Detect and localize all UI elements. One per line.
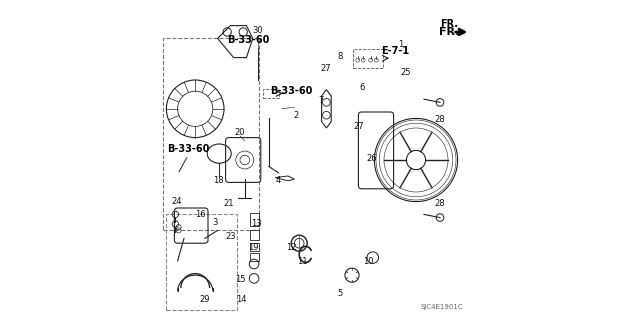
Text: SJC4E1901C: SJC4E1901C <box>420 304 463 310</box>
Text: 8: 8 <box>337 52 342 60</box>
Text: 12: 12 <box>287 244 297 252</box>
Text: 11: 11 <box>297 257 308 266</box>
Text: 1: 1 <box>398 40 403 49</box>
Text: 27: 27 <box>354 122 364 131</box>
Text: 14: 14 <box>236 295 247 304</box>
Text: B-33-60: B-33-60 <box>270 86 312 96</box>
Text: 21: 21 <box>223 199 234 208</box>
Text: 18: 18 <box>213 176 224 185</box>
Text: FR.: FR. <box>440 19 459 29</box>
Text: 13: 13 <box>252 219 262 228</box>
Text: 15: 15 <box>235 276 245 284</box>
Text: 10: 10 <box>364 257 374 266</box>
Text: FR.: FR. <box>439 27 460 37</box>
Text: 3: 3 <box>212 218 218 227</box>
Text: 6: 6 <box>360 83 365 92</box>
Text: 25: 25 <box>401 68 411 76</box>
Text: E-7-1: E-7-1 <box>381 46 409 56</box>
Text: 7: 7 <box>318 96 324 105</box>
Text: 5: 5 <box>337 289 342 298</box>
Text: 28: 28 <box>434 115 445 124</box>
Text: 29: 29 <box>199 295 209 304</box>
Text: 28: 28 <box>434 199 445 208</box>
Text: 20: 20 <box>234 128 244 137</box>
Text: 2: 2 <box>293 111 299 120</box>
Text: 4: 4 <box>276 176 281 185</box>
Text: 16: 16 <box>195 210 206 219</box>
Text: 19: 19 <box>248 244 259 252</box>
Text: B-33-60: B-33-60 <box>227 35 269 45</box>
Text: 27: 27 <box>321 64 332 73</box>
Text: B-33-60: B-33-60 <box>167 144 209 154</box>
Text: 26: 26 <box>367 154 377 163</box>
Text: 24: 24 <box>172 197 182 206</box>
Text: 30: 30 <box>252 26 263 35</box>
Text: 23: 23 <box>225 232 236 241</box>
